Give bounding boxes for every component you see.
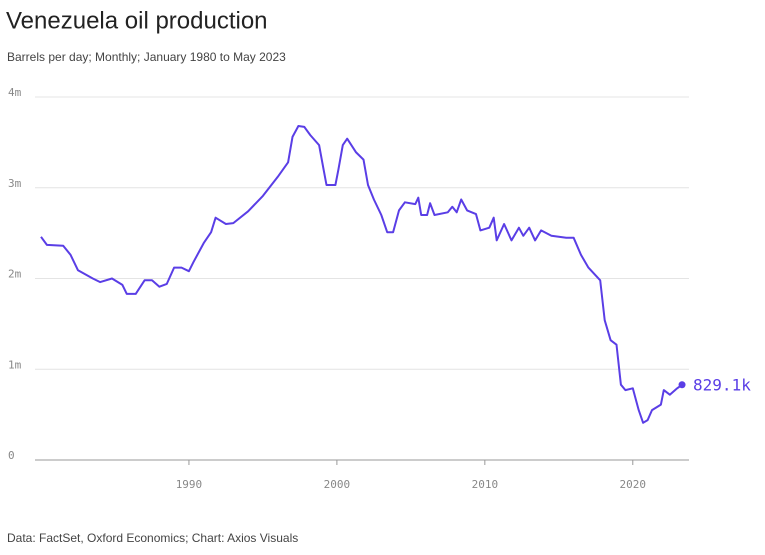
chart-subtitle: Barrels per day; Monthly; January 1980 t… (7, 50, 286, 64)
x-tick-label: 2020 (620, 478, 647, 491)
y-tick-label: 2m (8, 268, 22, 281)
y-tick-label: 1m (8, 358, 22, 371)
series-line (40, 125, 683, 424)
y-tick-label: 0 (8, 449, 15, 462)
end-label: 829.1k (693, 375, 751, 394)
x-tick-label: 2000 (324, 478, 351, 491)
x-tick-label: 1990 (176, 478, 203, 491)
source-note: Data: FactSet, Oxford Economics; Chart: … (7, 531, 298, 545)
end-dot (678, 381, 686, 389)
y-tick-label: 3m (8, 177, 22, 190)
y-tick-label: 4m (8, 86, 22, 99)
x-tick-label: 2010 (472, 478, 499, 491)
chart-title: Venezuela oil production (6, 7, 268, 34)
